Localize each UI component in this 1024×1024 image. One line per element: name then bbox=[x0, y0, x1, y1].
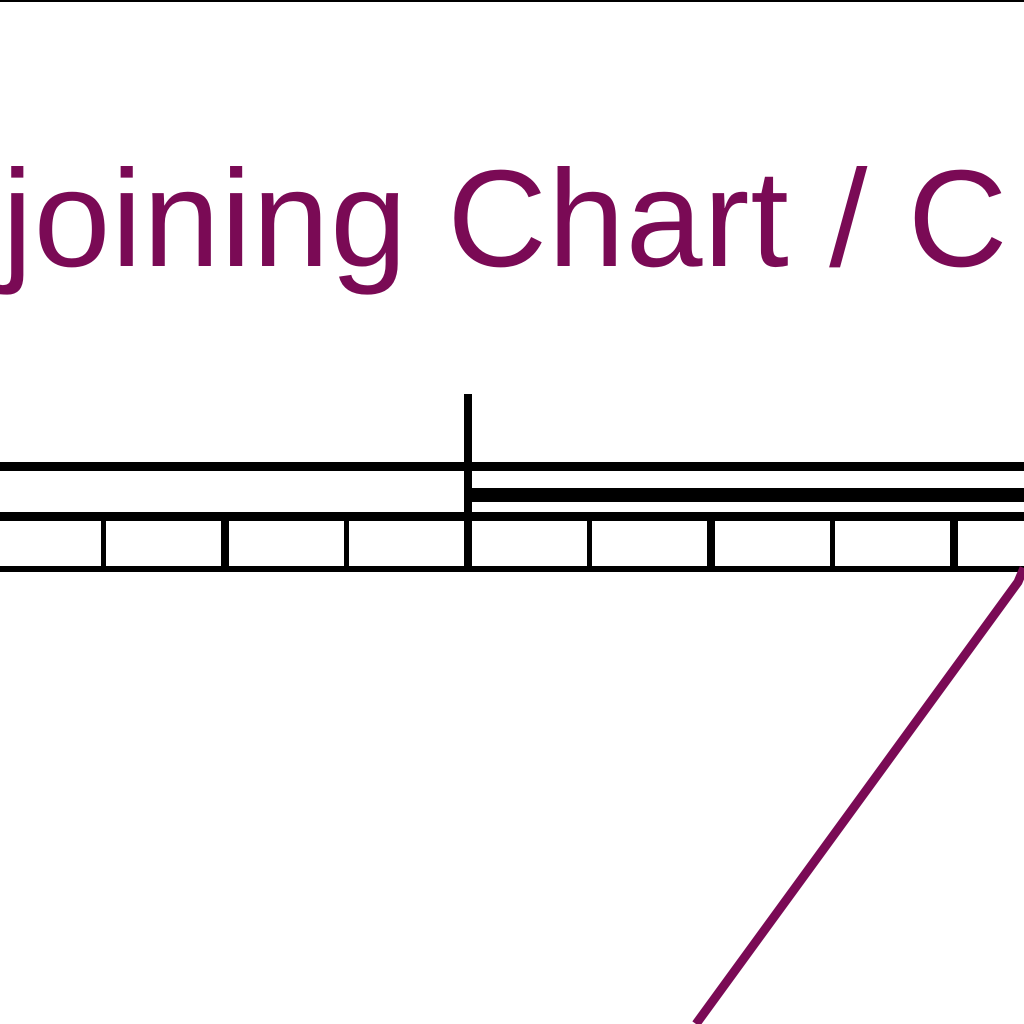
adjoining-chart-heading: joining Chart / C bbox=[2, 142, 1009, 296]
scale-bar-middle-rail bbox=[0, 512, 1024, 521]
scale-bar-minor-tick bbox=[830, 518, 835, 570]
scale-bar-minor-tick bbox=[101, 518, 106, 570]
scale-bar-minor-tick bbox=[344, 518, 349, 570]
scale-bar-ticks bbox=[101, 518, 958, 570]
route-line bbox=[692, 566, 1024, 1024]
sheet-top-border bbox=[0, 0, 1024, 2]
scale-bar-bottom-rail bbox=[0, 566, 1024, 572]
scale-bar-upper-bar bbox=[470, 488, 1024, 502]
scale-bar-major-tick bbox=[707, 518, 715, 570]
scale-bar-major-tick bbox=[950, 518, 958, 570]
scale-bar bbox=[0, 394, 1024, 572]
scale-bar-top-rail bbox=[0, 462, 1024, 471]
scale-bar-major-tick bbox=[221, 518, 229, 570]
scale-bar-minor-tick bbox=[587, 518, 592, 570]
scale-bar-zero-post bbox=[464, 394, 472, 570]
